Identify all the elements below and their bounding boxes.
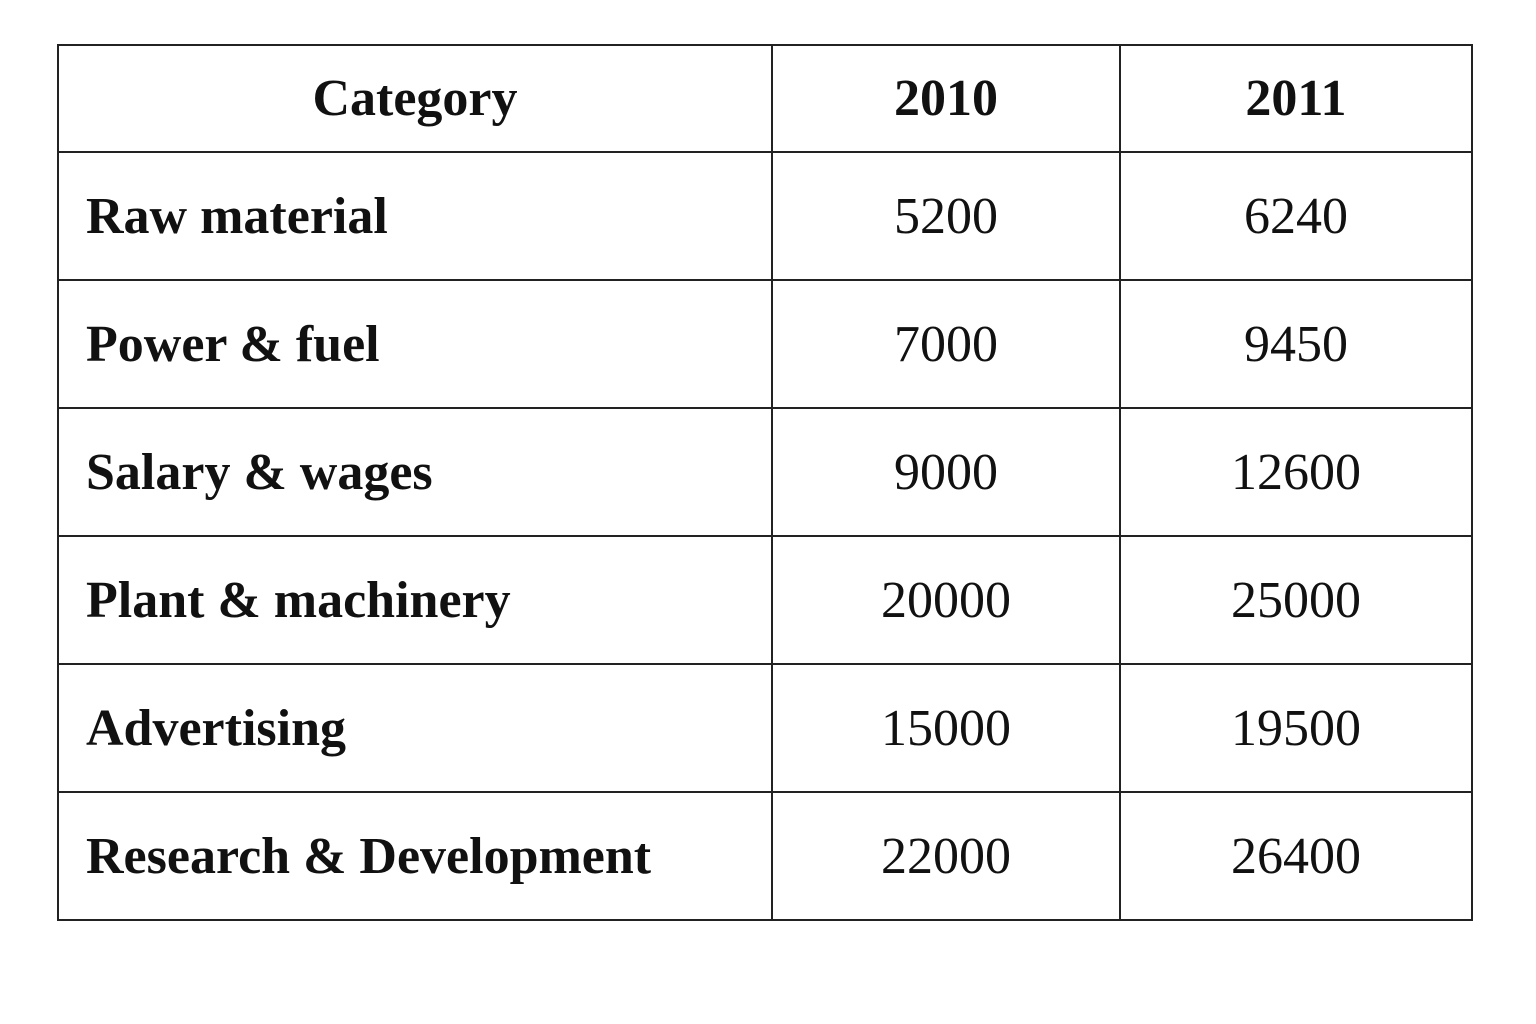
value-cell: 5200 — [771, 151, 1121, 281]
table-row: Power & fuel 7000 9450 — [57, 279, 1473, 409]
value-cell: 6240 — [1119, 151, 1473, 281]
table-row: Research & Development 22000 26400 — [57, 791, 1473, 921]
category-cell: Advertising — [57, 663, 773, 793]
category-cell: Power & fuel — [57, 279, 773, 409]
header-row: Category 2010 2011 — [57, 44, 1473, 153]
value-cell: 20000 — [771, 535, 1121, 665]
category-cell: Research & Development — [57, 791, 773, 921]
value-cell: 15000 — [771, 663, 1121, 793]
value-cell: 22000 — [771, 791, 1121, 921]
table-row: Raw material 5200 6240 — [57, 151, 1473, 281]
value-cell: 26400 — [1119, 791, 1473, 921]
value-cell: 19500 — [1119, 663, 1473, 793]
data-table: Category 2010 2011 Raw material 5200 6240 Pow… — [57, 44, 1473, 921]
table-row: Salary & wages 9000 12600 — [57, 407, 1473, 537]
header-cell: Category — [57, 44, 773, 153]
value-cell: 25000 — [1119, 535, 1473, 665]
table-row: Plant & machinery 20000 25000 — [57, 535, 1473, 665]
value-cell: 12600 — [1119, 407, 1473, 537]
header-cell: 2010 — [771, 44, 1121, 153]
category-cell: Raw material — [57, 151, 773, 281]
category-cell: Salary & wages — [57, 407, 773, 537]
value-cell: 9450 — [1119, 279, 1473, 409]
value-cell: 7000 — [771, 279, 1121, 409]
value-cell: 9000 — [771, 407, 1121, 537]
header-cell: 2011 — [1119, 44, 1473, 153]
category-cell: Plant & machinery — [57, 535, 773, 665]
table-row: Advertising 15000 19500 — [57, 663, 1473, 793]
